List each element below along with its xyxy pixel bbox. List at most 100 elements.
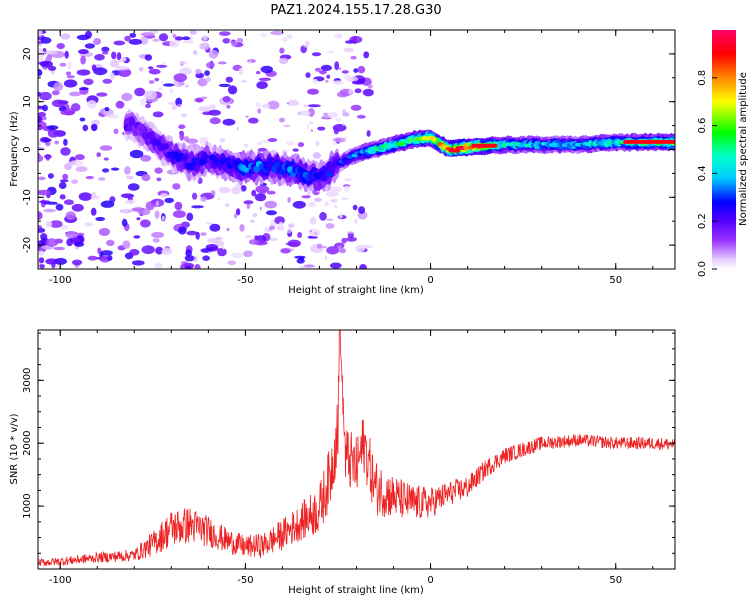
heatmap-cell [54,140,60,145]
heatmap-cell [319,245,328,249]
heatmap-cell [256,71,261,75]
heatmap-cell [39,91,52,101]
heatmap-cell [312,78,319,84]
x-tick-label: -50 [237,575,253,586]
y-tick-label: 2000 [22,430,33,455]
heatmap-cell [78,49,89,55]
heatmap-cell [59,224,69,230]
heatmap-cell [345,236,357,242]
heatmap-cell [324,201,329,207]
heatmap-cell [158,33,169,42]
heatmap-cell [205,76,211,83]
heatmap-cell [287,228,292,234]
heatmap-cell [67,61,72,70]
heatmap-cell [172,34,177,39]
heatmap-cell [260,65,273,74]
heatmap-cell [160,193,168,198]
heatmap-cell [124,35,131,42]
heatmap-cell [257,142,262,145]
heatmap-cell [38,48,43,52]
heatmap-cell [179,61,187,65]
heatmap-cell [80,55,86,65]
heatmap-cell [49,220,63,228]
heatmap-cell [222,38,231,44]
heatmap-cell [292,200,306,209]
heatmap-cell [38,257,45,264]
heatmap-cell [264,227,269,233]
spectrogram-x-label: Height of straight line (km) [288,285,424,296]
heatmap-cell [257,148,268,152]
heatmap-cell [356,114,366,119]
heatmap-cell [299,110,311,116]
heatmap-cell [429,136,436,141]
heatmap-cell [246,204,251,209]
heatmap-cell [111,51,117,60]
heatmap-cell [116,52,122,61]
heatmap-cell [98,228,110,236]
heatmap-cell [261,103,271,109]
heatmap-cell [358,206,366,214]
heatmap-cell [118,68,132,77]
heatmap-cell [287,197,291,203]
heatmap-cell [307,104,321,108]
heatmap-cell [362,88,374,97]
heatmap-cell [78,192,93,201]
heatmap-cell [363,51,370,59]
heatmap-cell [38,176,46,181]
heatmap-cell [255,185,270,193]
heatmap-cell [162,62,167,65]
heatmap-cell [282,36,288,43]
heatmap-cell [200,196,207,202]
heatmap-cell [344,178,352,182]
heatmap-cell [279,168,286,176]
heatmap-cell [140,32,155,37]
x-tick-label: 0 [427,575,433,586]
heatmap-cell [51,99,65,108]
heatmap-cell [201,96,208,100]
heatmap-cell [202,35,208,41]
heatmap-cell [76,69,91,76]
heatmap-cell [328,166,335,174]
heatmap-cell [205,244,219,251]
heatmap-cell [109,72,115,80]
heatmap-cell [278,57,289,65]
heatmap-cell [208,251,211,255]
heatmap-cell [278,221,284,230]
heatmap-cell [348,88,353,95]
heatmap-cell [180,154,188,162]
heatmap-cell [99,145,113,151]
snr-layer [38,330,675,567]
heatmap-cell [121,92,133,102]
heatmap-cell [173,73,187,82]
heatmap-cell [84,222,94,227]
heatmap-cell [270,237,278,242]
heatmap-cell [248,239,259,245]
heatmap-cell [307,88,319,95]
heatmap-cell [354,218,358,224]
heatmap-cell [247,59,256,63]
heatmap-cell [310,129,313,132]
heatmap-cell [240,185,247,192]
heatmap-cell [286,102,290,105]
heatmap-cell [343,47,354,52]
heatmap-cell [39,264,45,269]
heatmap-cell [357,65,366,74]
heatmap-cell [185,249,192,257]
heatmap-cell [287,101,300,107]
heatmap-cell [185,266,192,269]
heatmap-cell [245,115,249,118]
heatmap-cell [179,67,192,76]
heatmap-cell [87,100,97,109]
heatmap-cell [310,216,317,225]
heatmap-cell [133,235,141,239]
heatmap-cell [93,38,102,45]
heatmap-cell [233,213,238,219]
heatmap-cell [319,211,327,221]
snr-x-label: Height of straight line (km) [288,585,424,596]
heatmap-cell [243,250,253,258]
heatmap-cell [339,213,343,219]
heatmap-cell [71,203,84,212]
heatmap-cell [126,125,133,132]
heatmap-cell [259,206,262,211]
